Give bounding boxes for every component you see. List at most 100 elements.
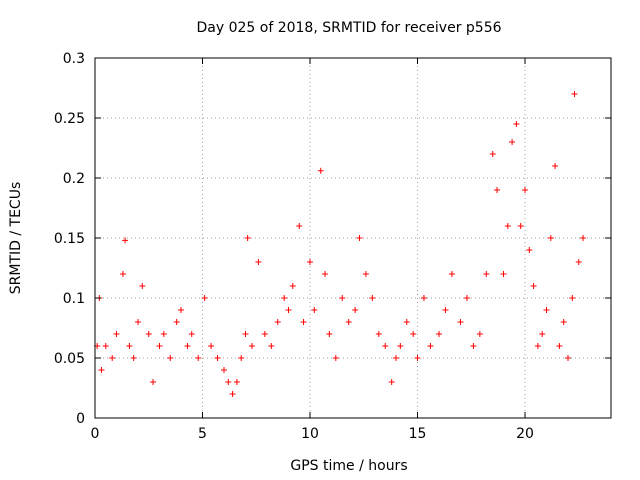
data-point bbox=[139, 283, 146, 289]
data-point bbox=[281, 295, 288, 301]
data-point bbox=[160, 331, 167, 337]
data-point bbox=[296, 223, 303, 229]
data-point bbox=[208, 343, 215, 349]
data-point bbox=[214, 355, 221, 361]
y-tick-label: 0.15 bbox=[54, 231, 85, 247]
data-point bbox=[255, 259, 262, 265]
data-point bbox=[403, 319, 410, 325]
data-point bbox=[126, 343, 133, 349]
data-point bbox=[560, 319, 567, 325]
data-point bbox=[244, 235, 251, 241]
data-point bbox=[332, 355, 339, 361]
data-point bbox=[552, 163, 559, 169]
data-point bbox=[195, 355, 202, 361]
data-point bbox=[382, 343, 389, 349]
data-point bbox=[427, 343, 434, 349]
data-point bbox=[311, 307, 318, 313]
grid bbox=[95, 58, 611, 418]
data-point bbox=[575, 259, 582, 265]
data-point bbox=[122, 237, 129, 244]
y-tick-label: 0.2 bbox=[63, 171, 85, 187]
chart-title: Day 025 of 2018, SRMTID for receiver p55… bbox=[196, 20, 501, 36]
y-tick-label: 0.05 bbox=[54, 351, 85, 367]
data-point bbox=[184, 343, 191, 349]
data-point bbox=[352, 307, 359, 313]
data-point bbox=[410, 331, 417, 337]
data-point bbox=[534, 343, 541, 349]
data-point bbox=[233, 379, 240, 385]
data-point bbox=[463, 295, 470, 301]
data-point bbox=[500, 271, 507, 277]
data-point bbox=[173, 319, 180, 325]
data-point bbox=[571, 91, 578, 97]
data-point bbox=[317, 167, 324, 174]
data-point bbox=[526, 247, 533, 253]
data-point bbox=[494, 187, 501, 193]
data-point bbox=[229, 391, 236, 397]
data-point bbox=[513, 121, 520, 127]
data-point bbox=[248, 343, 255, 349]
data-point bbox=[98, 367, 105, 373]
data-point bbox=[448, 271, 455, 277]
data-point bbox=[414, 355, 421, 361]
data-point bbox=[274, 319, 281, 325]
data-point bbox=[135, 319, 141, 325]
data-point bbox=[483, 271, 490, 277]
data-point bbox=[242, 331, 249, 337]
data-point bbox=[339, 295, 346, 301]
data-points bbox=[94, 91, 587, 397]
data-point bbox=[225, 379, 232, 385]
data-point bbox=[539, 331, 546, 337]
data-point bbox=[476, 331, 483, 337]
data-point bbox=[178, 307, 184, 313]
data-point bbox=[388, 379, 395, 385]
data-point bbox=[565, 355, 571, 361]
data-point bbox=[150, 379, 157, 385]
y-axis-label: SRMTID / TECUs bbox=[8, 182, 24, 295]
x-tick-label: 15 bbox=[409, 426, 427, 442]
data-point bbox=[509, 139, 516, 145]
data-point bbox=[167, 355, 174, 361]
data-point bbox=[345, 319, 352, 325]
data-point bbox=[517, 223, 524, 229]
data-point bbox=[238, 355, 245, 361]
data-point bbox=[489, 151, 496, 157]
data-point bbox=[580, 235, 587, 241]
x-axis-label: GPS time / hours bbox=[290, 458, 407, 474]
data-point bbox=[300, 319, 307, 325]
data-point bbox=[109, 355, 116, 361]
data-point bbox=[289, 283, 296, 289]
data-point bbox=[326, 331, 333, 337]
data-point bbox=[522, 187, 528, 193]
x-tick-label: 20 bbox=[516, 426, 534, 442]
data-point bbox=[268, 343, 275, 349]
data-point bbox=[393, 355, 399, 361]
data-point bbox=[285, 307, 292, 313]
y-tick-label: 0 bbox=[76, 411, 85, 427]
y-tick-label: 0.3 bbox=[63, 51, 85, 67]
data-point bbox=[261, 331, 268, 337]
data-point bbox=[156, 343, 163, 349]
data-point bbox=[470, 343, 477, 349]
data-point bbox=[442, 307, 449, 313]
data-point bbox=[130, 355, 137, 361]
data-point bbox=[307, 259, 313, 265]
data-point bbox=[145, 331, 152, 337]
data-point bbox=[436, 331, 442, 337]
axis-ticks: 0 0.05 0.1 0.15 0.2 0.25 0.3 0 5 10 15 20 bbox=[54, 51, 611, 442]
data-point bbox=[457, 319, 464, 325]
y-tick-label: 0.1 bbox=[63, 291, 85, 307]
data-point bbox=[420, 295, 427, 301]
data-point bbox=[356, 235, 363, 241]
data-point bbox=[188, 331, 195, 337]
data-point bbox=[119, 271, 126, 277]
data-point bbox=[543, 307, 550, 313]
data-point bbox=[397, 343, 404, 349]
data-point bbox=[221, 367, 227, 373]
data-point bbox=[556, 343, 563, 349]
data-point bbox=[322, 271, 329, 277]
x-tick-label: 5 bbox=[198, 426, 207, 442]
data-point bbox=[547, 235, 554, 241]
data-point bbox=[201, 295, 208, 301]
